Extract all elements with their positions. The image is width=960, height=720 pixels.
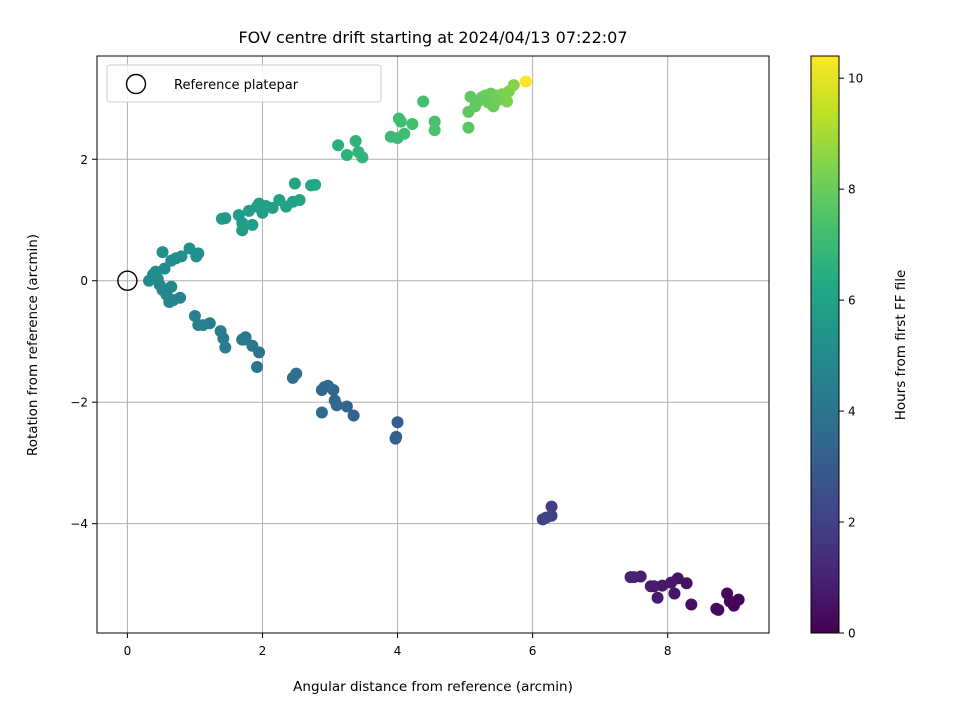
data-point <box>192 319 205 332</box>
data-point <box>219 212 232 225</box>
data-point <box>236 217 249 230</box>
data-point <box>188 309 201 322</box>
data-point <box>332 139 345 152</box>
axis-ticks: 0 2 4 6 8 −4 −2 0 2 <box>70 153 671 658</box>
y-tick-label: −4 <box>70 517 88 531</box>
data-point <box>398 127 411 140</box>
data-point <box>251 360 264 373</box>
data-point <box>721 587 734 600</box>
colorbar <box>810 55 840 634</box>
grid-lines <box>97 56 769 633</box>
colorbar-tick-label: 6 <box>848 294 856 308</box>
data-point <box>500 95 513 108</box>
plot-frame <box>96 55 770 634</box>
data-point <box>156 246 169 259</box>
data-point <box>428 115 441 128</box>
colorbar-tick-label: 4 <box>848 405 856 419</box>
data-point <box>651 591 664 604</box>
y-tick-label: 2 <box>80 153 88 167</box>
data-point <box>391 416 404 429</box>
data-point <box>507 79 520 92</box>
data-point <box>347 409 360 422</box>
data-point <box>685 598 698 611</box>
data-point <box>519 75 532 88</box>
x-axis-label: Angular distance from reference (arcmin) <box>293 679 573 695</box>
data-point <box>624 571 637 584</box>
data-point <box>417 95 430 108</box>
legend-box <box>106 64 382 103</box>
data-point <box>236 333 249 346</box>
colorbar-tick-label: 10 <box>848 72 863 86</box>
data-point <box>406 118 419 131</box>
colorbar-tick-label: 8 <box>848 183 856 197</box>
data-point <box>246 339 259 352</box>
data-point <box>536 513 549 526</box>
chart-title: FOV centre drift starting at 2024/04/13 … <box>238 28 627 47</box>
data-point <box>349 135 362 148</box>
data-point <box>293 193 306 206</box>
y-axis-label: Rotation from reference (arcmin) <box>25 234 41 456</box>
legend-reference-marker <box>125 73 147 95</box>
data-point <box>340 149 353 162</box>
x-tick-label: 6 <box>529 644 537 658</box>
data-point <box>710 602 723 615</box>
legend: Reference platepar <box>106 64 382 103</box>
data-point <box>246 218 259 231</box>
data-point <box>266 201 279 214</box>
reference-platepar-marker <box>117 270 138 291</box>
legend-label: Reference platepar <box>174 78 299 93</box>
data-point <box>464 90 477 103</box>
x-tick-label: 2 <box>259 644 267 658</box>
data-point <box>644 580 657 593</box>
data-point <box>214 325 227 338</box>
data-point <box>389 432 402 445</box>
data-point <box>143 274 156 287</box>
data-point <box>183 242 196 255</box>
colorbar-label: Hours from first FF file <box>893 270 909 421</box>
data-point <box>545 500 558 513</box>
x-tick-label: 8 <box>664 644 672 658</box>
data-point <box>328 394 341 407</box>
data-point <box>288 177 301 190</box>
data-points <box>143 75 745 616</box>
data-point <box>462 121 475 134</box>
data-point <box>219 341 232 354</box>
x-tick-label: 4 <box>394 644 402 658</box>
colorbar-tick-label: 0 <box>848 627 856 641</box>
y-tick-label: −2 <box>70 396 88 410</box>
colorbar-ticks: 0 2 4 6 8 10 <box>839 72 863 641</box>
data-point <box>175 250 188 263</box>
data-point <box>286 371 299 384</box>
colorbar-tick-label: 2 <box>848 516 856 530</box>
data-point <box>340 400 353 413</box>
reference-marker-group <box>117 270 138 291</box>
data-point <box>680 577 693 590</box>
data-point <box>315 384 328 397</box>
data-point <box>158 262 171 275</box>
data-point <box>192 247 205 260</box>
data-point <box>394 115 407 128</box>
x-tick-label: 0 <box>124 644 132 658</box>
data-point <box>356 151 369 164</box>
data-point <box>668 587 681 600</box>
data-point <box>428 124 441 137</box>
data-point <box>315 406 328 419</box>
data-point <box>309 178 322 191</box>
y-tick-label: 0 <box>80 274 88 288</box>
